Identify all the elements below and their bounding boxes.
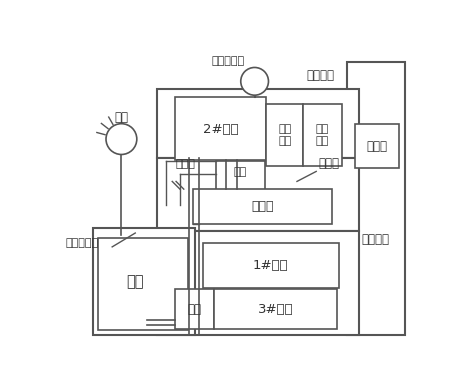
Bar <box>98 238 188 330</box>
Bar <box>157 89 359 158</box>
Bar <box>303 104 342 166</box>
Bar <box>203 243 339 288</box>
Text: 水箱: 水箱 <box>127 274 144 289</box>
Text: 液位指示器: 液位指示器 <box>66 238 99 248</box>
Bar <box>216 161 265 191</box>
Text: 照明: 照明 <box>114 111 128 124</box>
Text: 步进
电机: 步进 电机 <box>316 124 329 146</box>
Bar <box>193 189 332 224</box>
Bar <box>157 231 359 335</box>
Circle shape <box>241 67 268 95</box>
Text: 保护罩: 保护罩 <box>319 157 340 170</box>
Bar <box>157 158 359 231</box>
Bar <box>214 289 337 329</box>
Text: 水泵: 水泵 <box>187 303 202 316</box>
Text: 1#电机: 1#电机 <box>253 259 289 272</box>
Text: 冷却水: 冷却水 <box>175 159 195 169</box>
Bar <box>347 62 405 335</box>
Bar <box>266 104 303 166</box>
Text: 工作台: 工作台 <box>251 200 274 212</box>
Text: 升降机构: 升降机构 <box>306 70 334 82</box>
Bar <box>175 97 266 160</box>
Circle shape <box>106 124 137 154</box>
Text: 控制面板: 控制面板 <box>361 233 389 246</box>
Text: 变速
装置: 变速 装置 <box>278 124 291 146</box>
Text: 砂轮: 砂轮 <box>234 167 247 177</box>
Bar <box>93 228 195 335</box>
Text: 手动操作柄: 手动操作柄 <box>211 56 244 65</box>
Text: 3#电机: 3#电机 <box>258 303 293 316</box>
Text: 触摸屏: 触摸屏 <box>367 140 388 152</box>
Bar <box>355 124 399 168</box>
Text: 2#电机: 2#电机 <box>203 123 239 136</box>
Bar <box>175 289 214 329</box>
